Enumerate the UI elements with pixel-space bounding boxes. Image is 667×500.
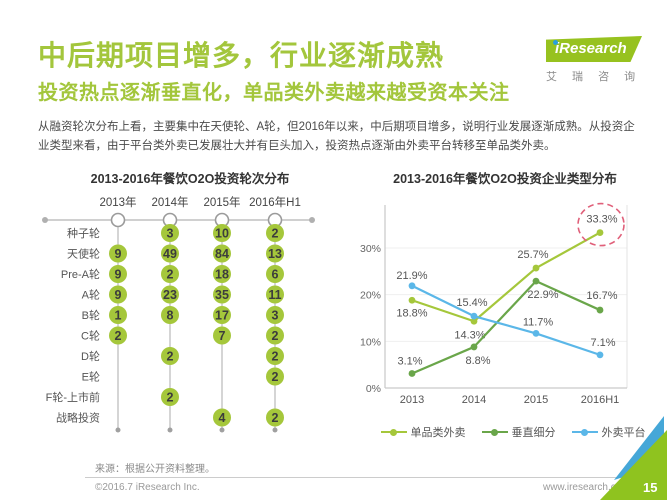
svg-text:D轮: D轮 (81, 349, 100, 363)
svg-text:2016H1: 2016H1 (581, 394, 620, 406)
svg-text:2: 2 (272, 227, 279, 241)
svg-text:20%: 20% (360, 290, 381, 302)
svg-text:6: 6 (272, 268, 279, 282)
iresearch-logo: iResearch 艾 瑞 咨 询 (546, 36, 646, 84)
svg-text:13: 13 (268, 247, 282, 261)
svg-text:18.8%: 18.8% (396, 307, 427, 319)
svg-text:35: 35 (215, 288, 229, 302)
svg-text:2: 2 (272, 350, 279, 364)
svg-text:战略投资: 战略投资 (56, 411, 100, 425)
svg-text:9: 9 (115, 268, 122, 282)
svg-text:8.8%: 8.8% (465, 355, 490, 367)
svg-text:18: 18 (215, 268, 229, 282)
legend-item-1: 垂直细分 (481, 424, 556, 440)
svg-text:2013: 2013 (400, 394, 424, 406)
svg-text:0%: 0% (366, 383, 381, 395)
svg-text:22.9%: 22.9% (527, 289, 558, 301)
svg-text:2014年: 2014年 (151, 195, 188, 209)
website-link[interactable]: www.iresearch.com.cn (542, 482, 643, 493)
summary-paragraph: 从融资轮次分布上看，主要集中在天使轮、A轮，但2016年以来，中后期项目增多，说… (38, 121, 635, 152)
svg-text:F轮-上市前: F轮-上市前 (46, 390, 100, 404)
corner-green-triangle (600, 430, 667, 500)
svg-text:1: 1 (115, 309, 122, 323)
svg-text:2015年: 2015年 (203, 195, 240, 209)
svg-text:23: 23 (163, 288, 177, 302)
corner-decoration: 15 (600, 416, 667, 500)
svg-text:17: 17 (215, 309, 229, 323)
source-note: 来源：根据公开资料整理。 (95, 464, 215, 475)
svg-text:2016年H1: 2016年H1 (249, 195, 301, 209)
legend-marker-icon (481, 428, 508, 436)
page-number: 15 (643, 480, 657, 495)
logo-i-dot-icon (553, 40, 558, 45)
svg-text:C轮: C轮 (81, 329, 100, 343)
legend-item-2: 外卖平台 (571, 424, 646, 440)
svg-text:2: 2 (272, 329, 279, 343)
svg-text:15.4%: 15.4% (456, 297, 487, 309)
copyright-text: ©2016.7 iResearch Inc. (95, 482, 200, 493)
svg-text:49: 49 (163, 247, 177, 261)
chart-legend: 单品类外卖 垂直细分 外卖平台 (368, 424, 658, 440)
svg-text:2: 2 (167, 350, 174, 364)
legend-item-0: 单品类外卖 (380, 424, 466, 440)
legend-label: 单品类外卖 (410, 427, 466, 439)
types-chart-title: 2013-2016年餐饮O2O投资企业类型分布 (393, 172, 617, 186)
legend-marker-icon (380, 428, 407, 436)
svg-text:3: 3 (167, 227, 174, 241)
svg-text:天使轮: 天使轮 (67, 247, 100, 261)
svg-text:84: 84 (215, 247, 229, 261)
svg-text:9: 9 (115, 288, 122, 302)
svg-text:7: 7 (219, 329, 226, 343)
svg-text:8: 8 (167, 309, 174, 323)
legend-label: 垂直细分 (511, 427, 556, 439)
legend-label: 外卖平台 (601, 427, 646, 439)
footer-divider (85, 477, 645, 478)
svg-text:E轮: E轮 (82, 370, 100, 384)
svg-text:14.3%: 14.3% (454, 329, 485, 341)
svg-text:30%: 30% (360, 243, 381, 255)
svg-text:2013年: 2013年 (99, 195, 136, 209)
svg-text:B轮: B轮 (82, 308, 100, 322)
svg-text:2: 2 (167, 268, 174, 282)
svg-text:Pre-A轮: Pre-A轮 (61, 267, 100, 281)
svg-text:A轮: A轮 (82, 288, 100, 302)
svg-text:11: 11 (268, 288, 281, 302)
svg-text:33.3%: 33.3% (586, 214, 617, 226)
svg-text:10: 10 (215, 227, 229, 241)
svg-text:25.7%: 25.7% (517, 249, 548, 261)
svg-text:11.7%: 11.7% (523, 316, 554, 328)
svg-text:21.9%: 21.9% (396, 270, 427, 282)
logo-text: iResearch (555, 40, 627, 57)
svg-text:2: 2 (272, 411, 279, 425)
svg-text:10%: 10% (360, 336, 381, 348)
svg-text:9: 9 (115, 247, 122, 261)
svg-text:16.7%: 16.7% (586, 290, 617, 302)
svg-text:7.1%: 7.1% (590, 337, 615, 349)
svg-text:种子轮: 种子轮 (67, 226, 100, 240)
logo-badge: iResearch (546, 36, 642, 62)
svg-text:3: 3 (272, 309, 279, 323)
svg-text:2: 2 (167, 391, 174, 405)
svg-text:2: 2 (115, 329, 122, 343)
logo-chinese-name: 艾 瑞 咨 询 (546, 71, 642, 83)
rounds-chart-title: 2013-2016年餐饮O2O投资轮次分布 (90, 172, 290, 186)
svg-text:3.1%: 3.1% (397, 356, 422, 368)
slide-subtitle: 投资热点逐渐垂直化，单品类外卖越来越受资本关注 (38, 82, 510, 104)
svg-text:4: 4 (219, 411, 226, 425)
svg-text:2: 2 (272, 370, 279, 384)
legend-marker-icon (571, 428, 598, 436)
company-type-line-chart: 30% 20% 10% 0% 2013 2014 2015 2016H1 18.8% 14.3% 2… (360, 202, 628, 406)
svg-text:2014: 2014 (462, 394, 486, 406)
svg-text:2015: 2015 (524, 394, 548, 406)
slide-title: 中后期项目增多，行业逐渐成熟 (38, 40, 445, 71)
